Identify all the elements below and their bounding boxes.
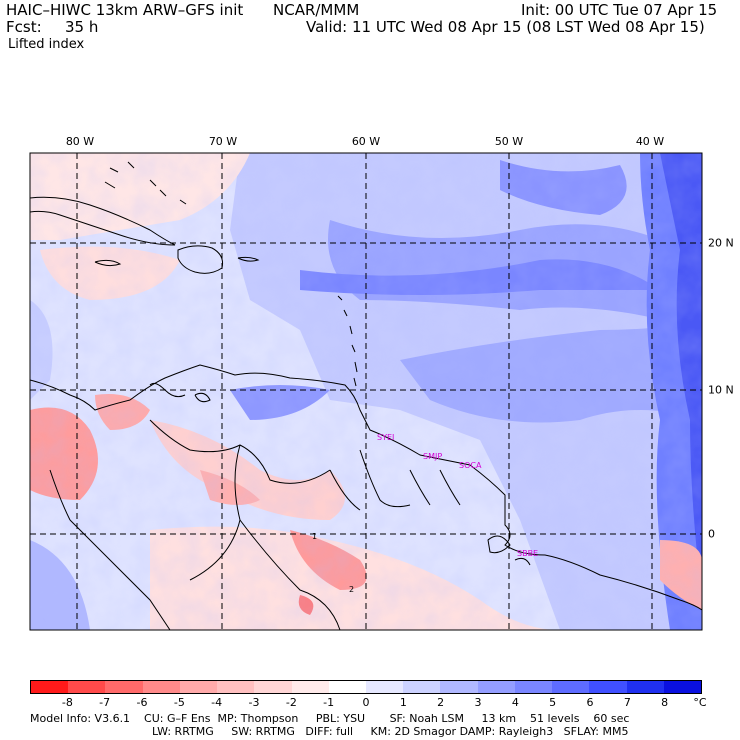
lon-label-60w: 60 W [351, 135, 381, 148]
lat-label-0: 0 [708, 527, 715, 541]
model-info-line2: LW: RRTMG SW: RRTMG DIFF: full KM: 2D Sm… [152, 725, 629, 738]
station-smjp: SMJP [423, 452, 442, 461]
colorbar-unit: °C [693, 696, 707, 709]
colorbar-swatch [626, 681, 664, 693]
field-name: Lifted index [8, 37, 85, 52]
colorbar-swatch [254, 681, 292, 693]
colorbar-swatch [663, 681, 701, 693]
colorbar-swatch [68, 681, 106, 693]
colorbar-tick-label: 8 [661, 696, 669, 709]
lon-label-40w: 40 W [635, 135, 665, 148]
colorbar-swatch [105, 681, 143, 693]
map-frame [29, 152, 703, 631]
colorbar-tick-label: 2 [437, 696, 445, 709]
forecast-label: Fcst: [6, 18, 42, 36]
colorbar-swatch [291, 681, 329, 693]
init-time: Init: 00 UTC Tue 07 Apr 15 [521, 1, 718, 19]
colorbar-tick-label: 3 [474, 696, 482, 709]
colorbar-tick-label: 4 [511, 696, 519, 709]
lat-label-10n: 10 N [708, 383, 734, 397]
station-soca: SOCA [459, 461, 482, 470]
contour-label: 2 [349, 585, 354, 594]
lon-label-80w: 80 W [65, 135, 95, 148]
colorbar-swatch [403, 681, 441, 693]
colorbar-tick-label: -3 [248, 696, 260, 709]
colorbar-swatch [589, 681, 627, 693]
colorbar-tick-label: 5 [549, 696, 557, 709]
colorbar-swatch [31, 681, 69, 693]
colorbar-swatch [179, 681, 218, 693]
model-title: HAIC–HIWC 13km ARW–GFS init [6, 1, 244, 19]
lon-label-50w: 50 W [494, 135, 524, 148]
colorbar-tick-label: -4 [211, 696, 223, 709]
lat-lon-grid [30, 153, 702, 630]
colorbar-swatch [552, 681, 590, 693]
colorbar-tick-label: -2 [285, 696, 297, 709]
colorbar-swatch [328, 681, 366, 693]
forecast-hours: 35 h [65, 18, 99, 36]
colorbar-tick-label: -7 [99, 696, 111, 709]
colorbar-tick-label: -5 [173, 696, 185, 709]
station-sbbe: SBBE [517, 549, 538, 558]
colorbar-tick-label: -1 [323, 696, 335, 709]
contour-label: 1 [312, 532, 317, 541]
colorbar-tick-label: 1 [399, 696, 407, 709]
colorbar-tick-label: 7 [623, 696, 631, 709]
colorbar-swatch [365, 681, 404, 693]
valid-time: Valid: 11 UTC Wed 08 Apr 15 (08 LST Wed … [306, 18, 705, 36]
org-label: NCAR/MMM [273, 1, 360, 19]
lon-label-70w: 70 W [208, 135, 238, 148]
station-syei: SYEI [377, 433, 394, 442]
colorbar-tick-label: 6 [586, 696, 594, 709]
colorbar-tick-label: -8 [61, 696, 73, 709]
colorbar [30, 680, 702, 694]
colorbar-tick-label: -6 [136, 696, 148, 709]
colorbar-swatch [217, 681, 255, 693]
colorbar-swatch [142, 681, 180, 693]
lat-label-20n: 20 N [708, 236, 734, 250]
colorbar-swatch [514, 681, 553, 693]
colorbar-swatch [440, 681, 478, 693]
model-info-line1: Model Info: V3.6.1 CU: G–F Ens MP: Thomp… [30, 712, 630, 725]
colorbar-tick-label: 0 [362, 696, 370, 709]
colorbar-swatch [477, 681, 515, 693]
